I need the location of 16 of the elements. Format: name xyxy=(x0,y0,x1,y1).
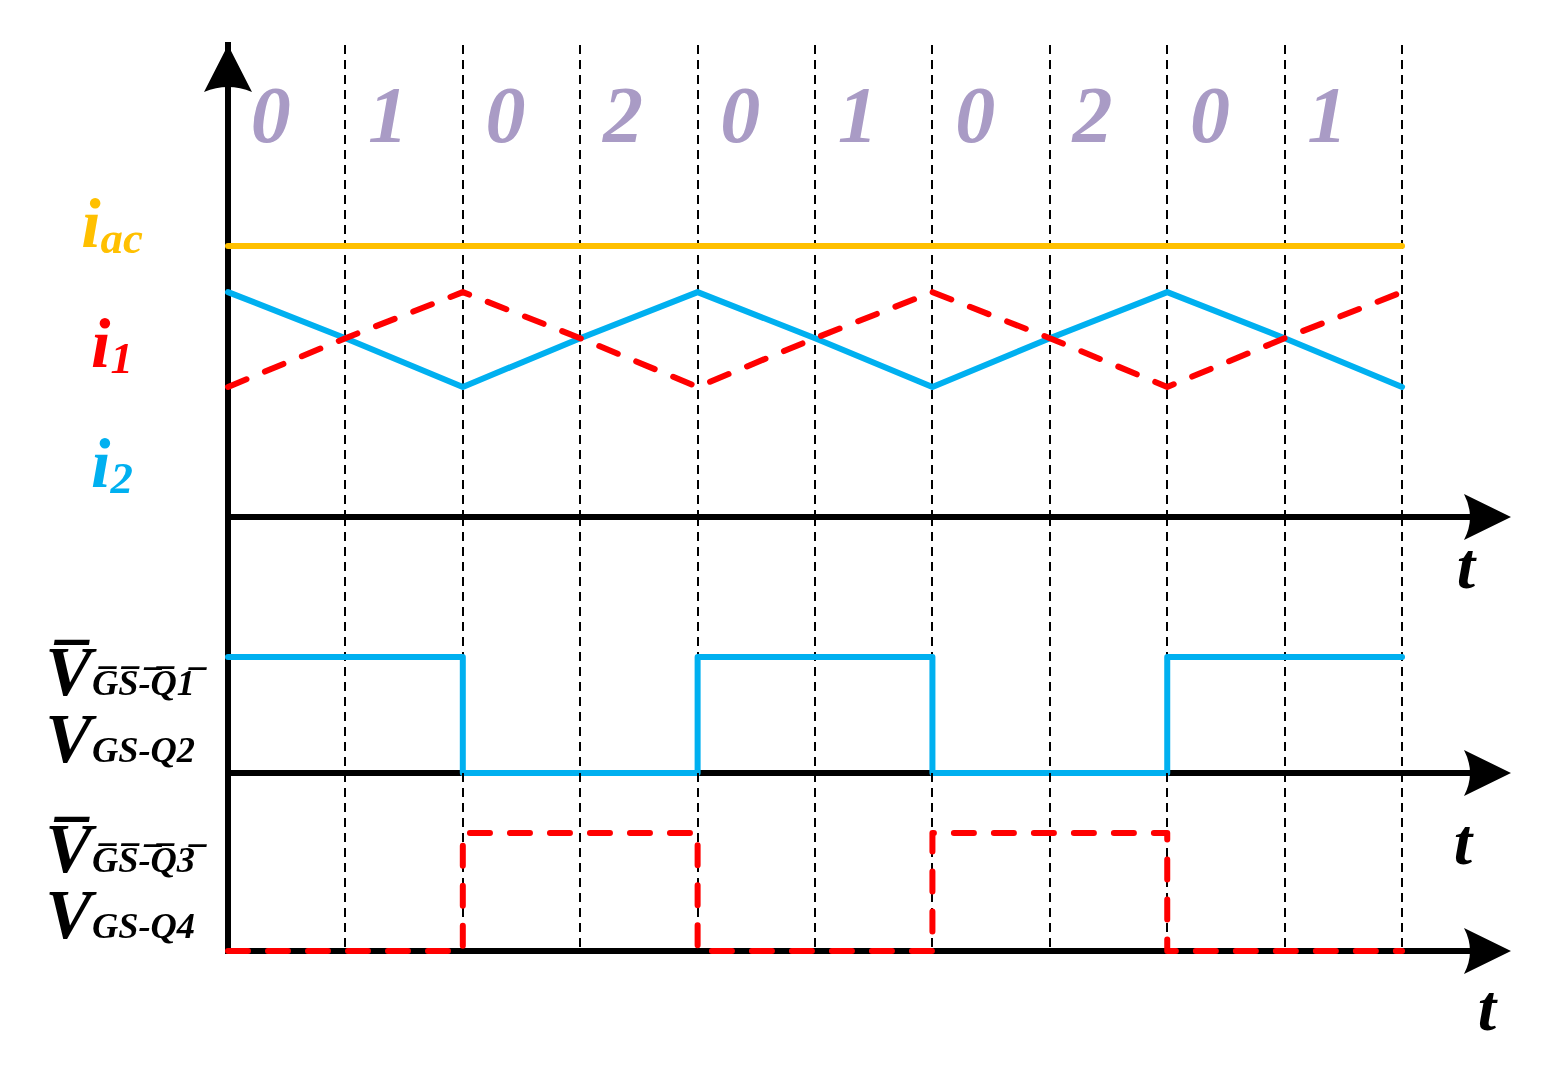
text: 0 xyxy=(955,71,996,159)
text: 2 xyxy=(602,71,643,159)
x-axis-title: t xyxy=(1477,971,1497,1044)
text: 0 xyxy=(485,71,526,159)
series-label: i$_{ac}$ xyxy=(81,185,143,264)
text: 0 xyxy=(720,71,761,159)
text: 1 xyxy=(1307,71,1348,159)
text: 0 xyxy=(250,71,291,159)
x-axis-title: t xyxy=(1456,529,1476,602)
text: 1 xyxy=(368,71,409,159)
text: 2 xyxy=(1072,71,1113,159)
x-axis-title: t xyxy=(1453,805,1473,878)
text: 0 xyxy=(1189,71,1230,159)
series-label: i$_{1}$ xyxy=(91,305,133,384)
text: i$_{2}$ xyxy=(91,425,133,504)
text: 1 xyxy=(837,71,878,159)
